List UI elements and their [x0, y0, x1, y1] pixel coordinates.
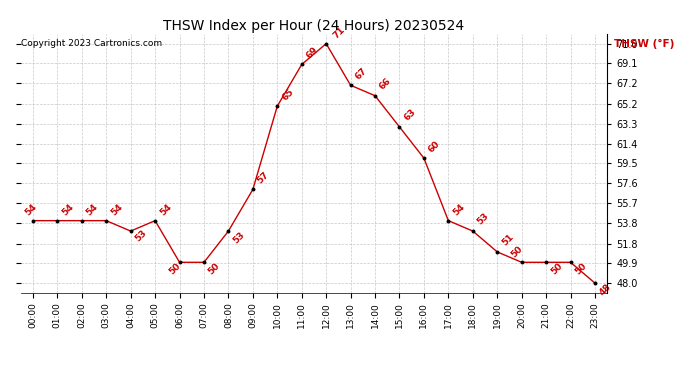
Point [77, 217, 88, 223]
Text: 63: 63 [402, 108, 417, 123]
Text: 66: 66 [378, 76, 393, 92]
Text: 51: 51 [500, 232, 515, 248]
Point [321, 40, 332, 46]
Text: 54: 54 [60, 202, 75, 218]
Point [394, 124, 405, 130]
Text: 53: 53 [475, 212, 491, 227]
Point [492, 249, 503, 255]
Text: THSW (°F): THSW (°F) [614, 39, 675, 50]
Text: 50: 50 [509, 244, 524, 260]
Text: 65: 65 [280, 87, 295, 102]
Point [52, 217, 63, 223]
Text: 71: 71 [332, 26, 347, 41]
Point [174, 259, 185, 265]
Title: THSW Index per Hour (24 Hours) 20230524: THSW Index per Hour (24 Hours) 20230524 [164, 19, 464, 33]
Text: 60: 60 [426, 139, 442, 154]
Point [565, 259, 576, 265]
Text: 50: 50 [167, 261, 182, 276]
Point [223, 228, 234, 234]
Point [28, 217, 39, 223]
Text: 53: 53 [133, 228, 148, 244]
Text: 50: 50 [549, 261, 564, 276]
Point [467, 228, 478, 234]
Text: 54: 54 [23, 202, 39, 218]
Point [540, 259, 551, 265]
Point [199, 259, 210, 265]
Point [272, 103, 283, 109]
Point [345, 82, 356, 88]
Point [516, 259, 527, 265]
Point [247, 186, 258, 192]
Text: 54: 54 [158, 202, 173, 218]
Text: 57: 57 [255, 170, 271, 185]
Text: 54: 54 [85, 202, 100, 218]
Text: 54: 54 [451, 202, 466, 218]
Point [101, 217, 112, 223]
Text: 53: 53 [231, 230, 246, 245]
Point [589, 280, 600, 286]
Point [418, 155, 429, 161]
Text: Copyright 2023 Cartronics.com: Copyright 2023 Cartronics.com [21, 39, 162, 48]
Point [125, 228, 136, 234]
Point [443, 217, 454, 223]
Point [296, 62, 307, 68]
Point [150, 217, 161, 223]
Text: 67: 67 [353, 66, 368, 81]
Point [370, 93, 381, 99]
Text: 54: 54 [109, 202, 124, 218]
Text: 48: 48 [598, 282, 613, 297]
Text: 69: 69 [304, 45, 319, 60]
Text: 50: 50 [207, 261, 222, 276]
Text: 50: 50 [573, 261, 589, 276]
